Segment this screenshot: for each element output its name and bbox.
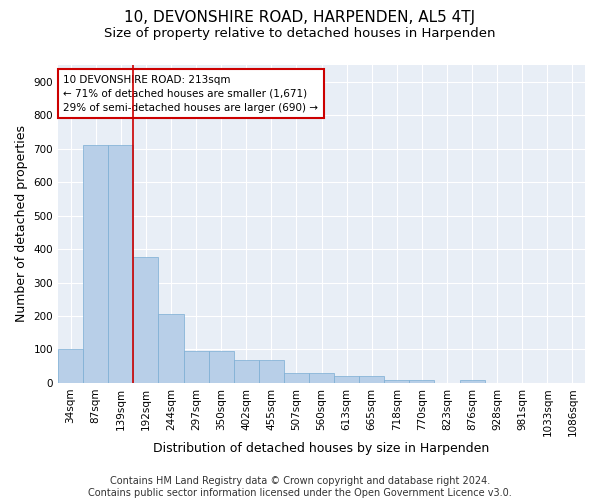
Text: 10 DEVONSHIRE ROAD: 213sqm
← 71% of detached houses are smaller (1,671)
29% of s: 10 DEVONSHIRE ROAD: 213sqm ← 71% of deta… bbox=[64, 74, 319, 112]
Bar bbox=[460, 380, 485, 383]
Text: 10, DEVONSHIRE ROAD, HARPENDEN, AL5 4TJ: 10, DEVONSHIRE ROAD, HARPENDEN, AL5 4TJ bbox=[124, 10, 476, 25]
Bar bbox=[409, 380, 434, 383]
Bar bbox=[259, 360, 284, 383]
Bar bbox=[83, 146, 108, 383]
Text: Size of property relative to detached houses in Harpenden: Size of property relative to detached ho… bbox=[104, 28, 496, 40]
Bar bbox=[334, 376, 359, 383]
Bar bbox=[184, 351, 209, 383]
Bar bbox=[209, 351, 233, 383]
Bar bbox=[284, 373, 309, 383]
Bar bbox=[108, 146, 133, 383]
Bar bbox=[359, 376, 384, 383]
Y-axis label: Number of detached properties: Number of detached properties bbox=[15, 126, 28, 322]
X-axis label: Distribution of detached houses by size in Harpenden: Distribution of detached houses by size … bbox=[154, 442, 490, 455]
Bar bbox=[309, 373, 334, 383]
Bar bbox=[233, 360, 259, 383]
Bar bbox=[133, 258, 158, 383]
Text: Contains HM Land Registry data © Crown copyright and database right 2024.
Contai: Contains HM Land Registry data © Crown c… bbox=[88, 476, 512, 498]
Bar bbox=[158, 314, 184, 383]
Bar bbox=[58, 350, 83, 383]
Bar bbox=[384, 380, 409, 383]
